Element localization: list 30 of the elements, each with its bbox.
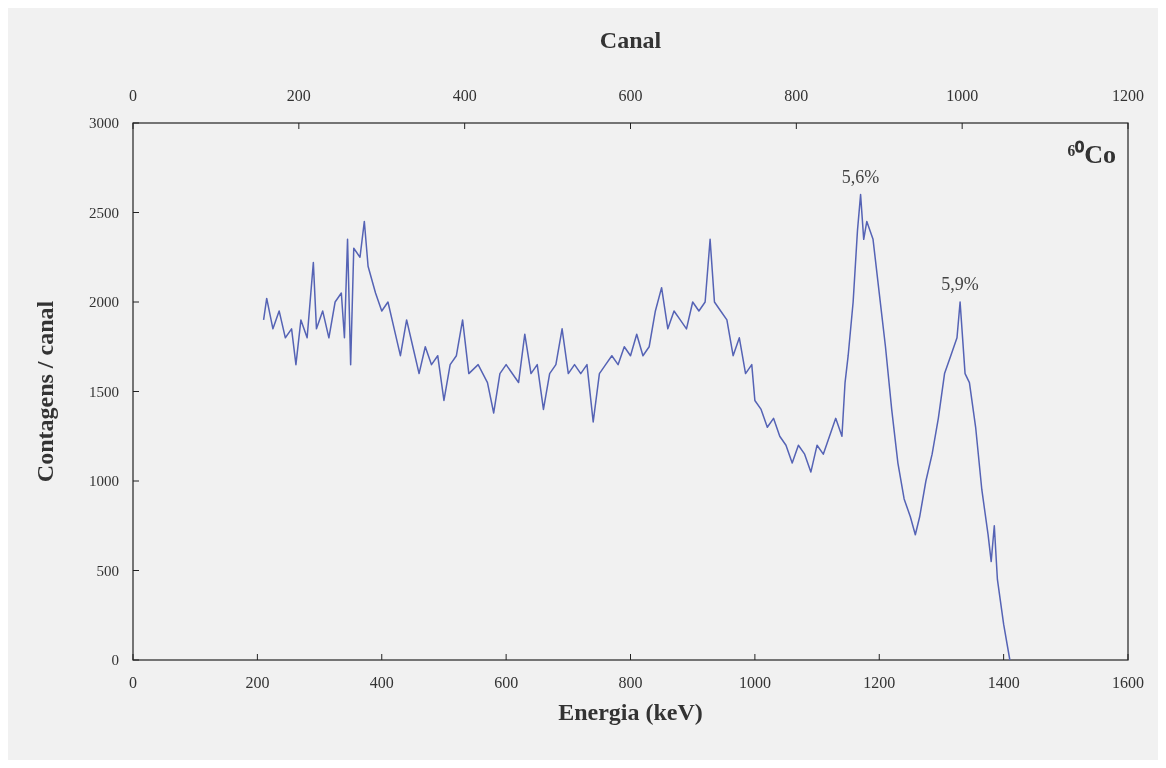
- x2-tick-label: 1200: [1112, 87, 1144, 104]
- annotation: 5,9%: [941, 274, 979, 294]
- x-tick-label: 400: [369, 674, 394, 691]
- x2-tick-label: 200: [286, 87, 311, 104]
- annotation: 5,6%: [841, 166, 880, 187]
- line-series: [262, 193, 1011, 661]
- annotation: ⁶⁰Co: [1067, 140, 1116, 169]
- y-tick-label: 1500: [89, 383, 119, 400]
- x-tick-label: 0: [129, 674, 137, 691]
- x-tick-label: 1200: [863, 674, 896, 691]
- y-tick-label: 500: [96, 562, 119, 579]
- y-tick-label: 2000: [89, 294, 119, 310]
- x2-tick-label: 400: [452, 87, 477, 104]
- y-tick-label: 1000: [89, 473, 119, 489]
- x-tick-label: 600: [494, 674, 519, 691]
- y-axis-title: Contagens / canal: [32, 300, 58, 483]
- x2-tick-label: 0: [129, 87, 137, 104]
- x2-tick-label: 800: [784, 87, 809, 104]
- x2-axis-title: Canal: [599, 27, 662, 53]
- y-tick-label: 0: [111, 652, 119, 668]
- y-tick-label: 3000: [89, 115, 119, 131]
- x2-tick-label: 600: [618, 87, 643, 104]
- x-tick-label: 1400: [987, 674, 1020, 691]
- x2-tick-label: 1000: [946, 87, 979, 104]
- x-tick-label: 1000: [738, 674, 771, 691]
- x-tick-label: 800: [618, 674, 643, 691]
- x-axis-title: Energia (keV): [558, 699, 703, 725]
- x-tick-label: 1600: [1112, 674, 1144, 691]
- y-tick-label: 2500: [89, 204, 119, 221]
- x-tick-label: 200: [245, 674, 270, 691]
